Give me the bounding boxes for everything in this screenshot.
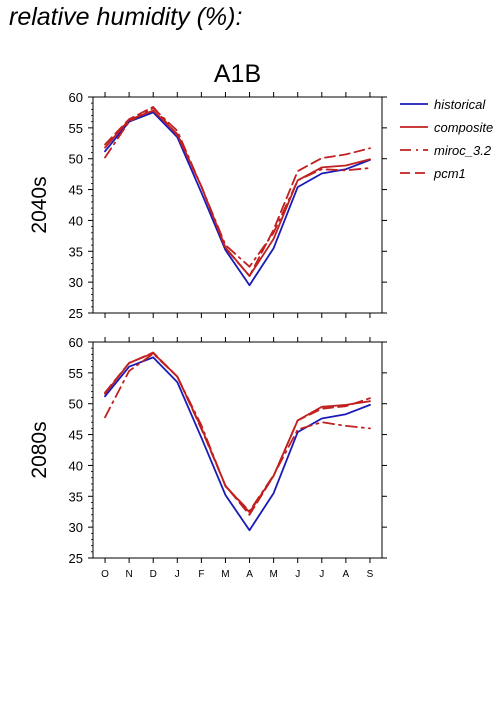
series-line-miroc-3-2: [104, 107, 371, 268]
y-tick-label: 45: [69, 428, 83, 443]
series-line-miroc-3-2: [104, 352, 371, 513]
y-tick-label: 35: [69, 244, 83, 259]
row-label: 2040s: [28, 176, 51, 233]
x-tick-label: F: [198, 569, 204, 580]
series-line-historical: [104, 111, 371, 287]
x-tick-label: J: [319, 569, 324, 580]
plot-frame: [92, 96, 383, 314]
y-tick-label: 35: [69, 489, 83, 504]
x-tick-label: N: [126, 569, 133, 580]
x-tick-label: A: [246, 569, 253, 580]
figure-title: relative humidity (%):: [9, 3, 243, 31]
series-line-pcm1: [104, 106, 371, 277]
x-tick-label: O: [101, 569, 109, 580]
series-line-composite: [104, 352, 371, 514]
x-tick-label: D: [150, 569, 157, 580]
legend-label: pcm1: [433, 166, 466, 181]
y-tick-label: 50: [69, 397, 83, 412]
y-tick-label: 60: [69, 90, 83, 105]
y-tick-label: 55: [69, 121, 83, 136]
y-tick-label: 25: [69, 306, 83, 321]
x-tick-label: J: [175, 569, 180, 580]
legend: historical composite miroc_3.2 pcm1: [400, 97, 493, 181]
panel-1: 25 30 35 40 45 50 55 60 2040s A1B: [28, 60, 387, 321]
y-tick-label: 55: [69, 366, 83, 381]
row-label: 2080s: [28, 421, 51, 478]
y-tick-label: 30: [69, 275, 83, 290]
y-tick-label: 25: [69, 551, 83, 566]
y-tick-label: 30: [69, 520, 83, 535]
x-tick-label: M: [221, 569, 229, 580]
x-tick-label: J: [295, 569, 300, 580]
series-line-historical: [104, 356, 371, 532]
y-tick-label: 60: [69, 335, 83, 350]
y-tick-label: 40: [69, 458, 83, 473]
series-line-composite: [104, 109, 371, 277]
panel-2: 25 30 35 40 45 50 55 60 O N D J F M A M J J A S 2080s: [28, 335, 387, 580]
plot-frame: [92, 341, 383, 559]
series-line-pcm1: [104, 351, 371, 516]
x-tick-label: M: [269, 569, 277, 580]
legend-label: miroc_3.2: [434, 143, 492, 158]
legend-label: composite: [434, 120, 493, 135]
y-tick-label: 45: [69, 183, 83, 198]
x-tick-label: S: [367, 569, 374, 580]
panel-title: A1B: [214, 60, 261, 88]
legend-label: historical: [434, 97, 486, 112]
y-tick-label: 50: [69, 152, 83, 167]
x-tick-label: A: [343, 569, 350, 580]
y-tick-label: 40: [69, 213, 83, 228]
